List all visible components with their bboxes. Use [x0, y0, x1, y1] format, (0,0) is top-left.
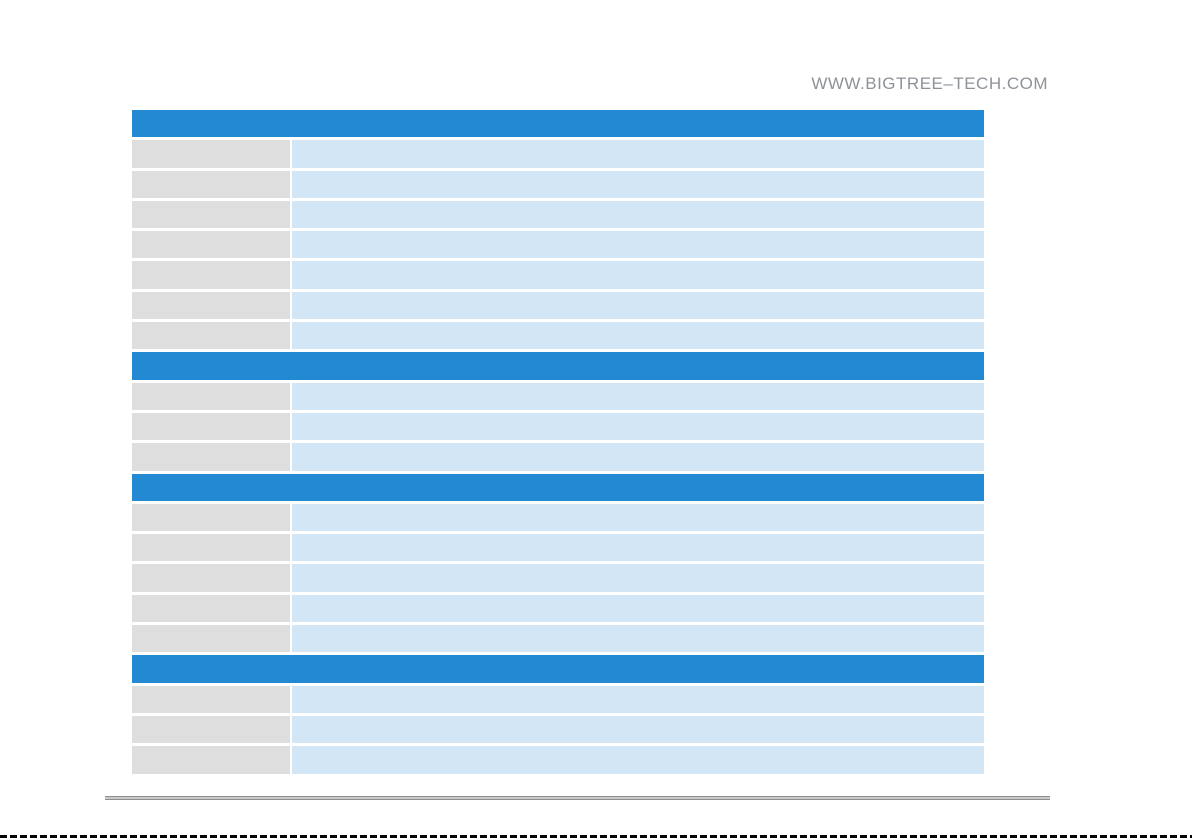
table-row — [132, 291, 984, 320]
table-row — [132, 412, 984, 441]
table-row — [132, 322, 984, 350]
spec-value-cell — [292, 443, 984, 471]
spec-value-cell — [292, 261, 984, 289]
spec-label-cell — [132, 564, 290, 592]
spec-value-cell — [292, 231, 984, 259]
table-row — [132, 382, 984, 410]
spec-table — [132, 110, 984, 774]
spec-value-cell — [292, 564, 984, 592]
spec-value-cell — [292, 170, 984, 198]
table-section-header — [132, 110, 984, 138]
spec-label-cell — [132, 746, 290, 774]
spec-label-cell — [132, 200, 290, 229]
spec-label-cell — [132, 170, 290, 198]
spec-label-cell — [132, 443, 290, 471]
spec-value-cell — [292, 140, 984, 168]
spec-label-cell — [132, 291, 290, 320]
spec-value-cell — [292, 715, 984, 744]
table-section-header — [132, 655, 984, 683]
spec-label-cell — [132, 685, 290, 713]
table-row — [132, 170, 984, 198]
website-url: WWW.BIGTREE–TECH.COM — [811, 74, 1048, 93]
table-row — [132, 503, 984, 532]
table-row — [132, 534, 984, 562]
spec-label-cell — [132, 594, 290, 623]
spec-value-cell — [292, 200, 984, 229]
spec-label-cell — [132, 231, 290, 259]
table-row — [132, 200, 984, 229]
spec-value-cell — [292, 291, 984, 320]
spec-value-cell — [292, 625, 984, 653]
table-section-header — [132, 473, 984, 501]
table-row — [132, 261, 984, 289]
table-row — [132, 746, 984, 774]
spec-label-cell — [132, 382, 290, 410]
page-cut-line — [0, 835, 1192, 838]
spec-label-cell — [132, 625, 290, 653]
table-row — [132, 625, 984, 653]
footer-divider — [105, 796, 1050, 800]
table-row — [132, 685, 984, 713]
spec-value-cell — [292, 746, 984, 774]
table-row — [132, 594, 984, 623]
spec-value-cell — [292, 382, 984, 410]
spec-value-cell — [292, 322, 984, 350]
spec-value-cell — [292, 412, 984, 441]
table-row — [132, 140, 984, 168]
spec-label-cell — [132, 322, 290, 350]
spec-value-cell — [292, 594, 984, 623]
spec-label-cell — [132, 140, 290, 168]
table-row — [132, 231, 984, 259]
spec-label-cell — [132, 261, 290, 289]
table-row — [132, 715, 984, 744]
spec-label-cell — [132, 503, 290, 532]
table-row — [132, 564, 984, 592]
spec-value-cell — [292, 503, 984, 532]
spec-label-cell — [132, 715, 290, 744]
table-section-header — [132, 352, 984, 380]
spec-label-cell — [132, 412, 290, 441]
table-row — [132, 443, 984, 471]
spec-value-cell — [292, 685, 984, 713]
spec-value-cell — [292, 534, 984, 562]
spec-label-cell — [132, 534, 290, 562]
